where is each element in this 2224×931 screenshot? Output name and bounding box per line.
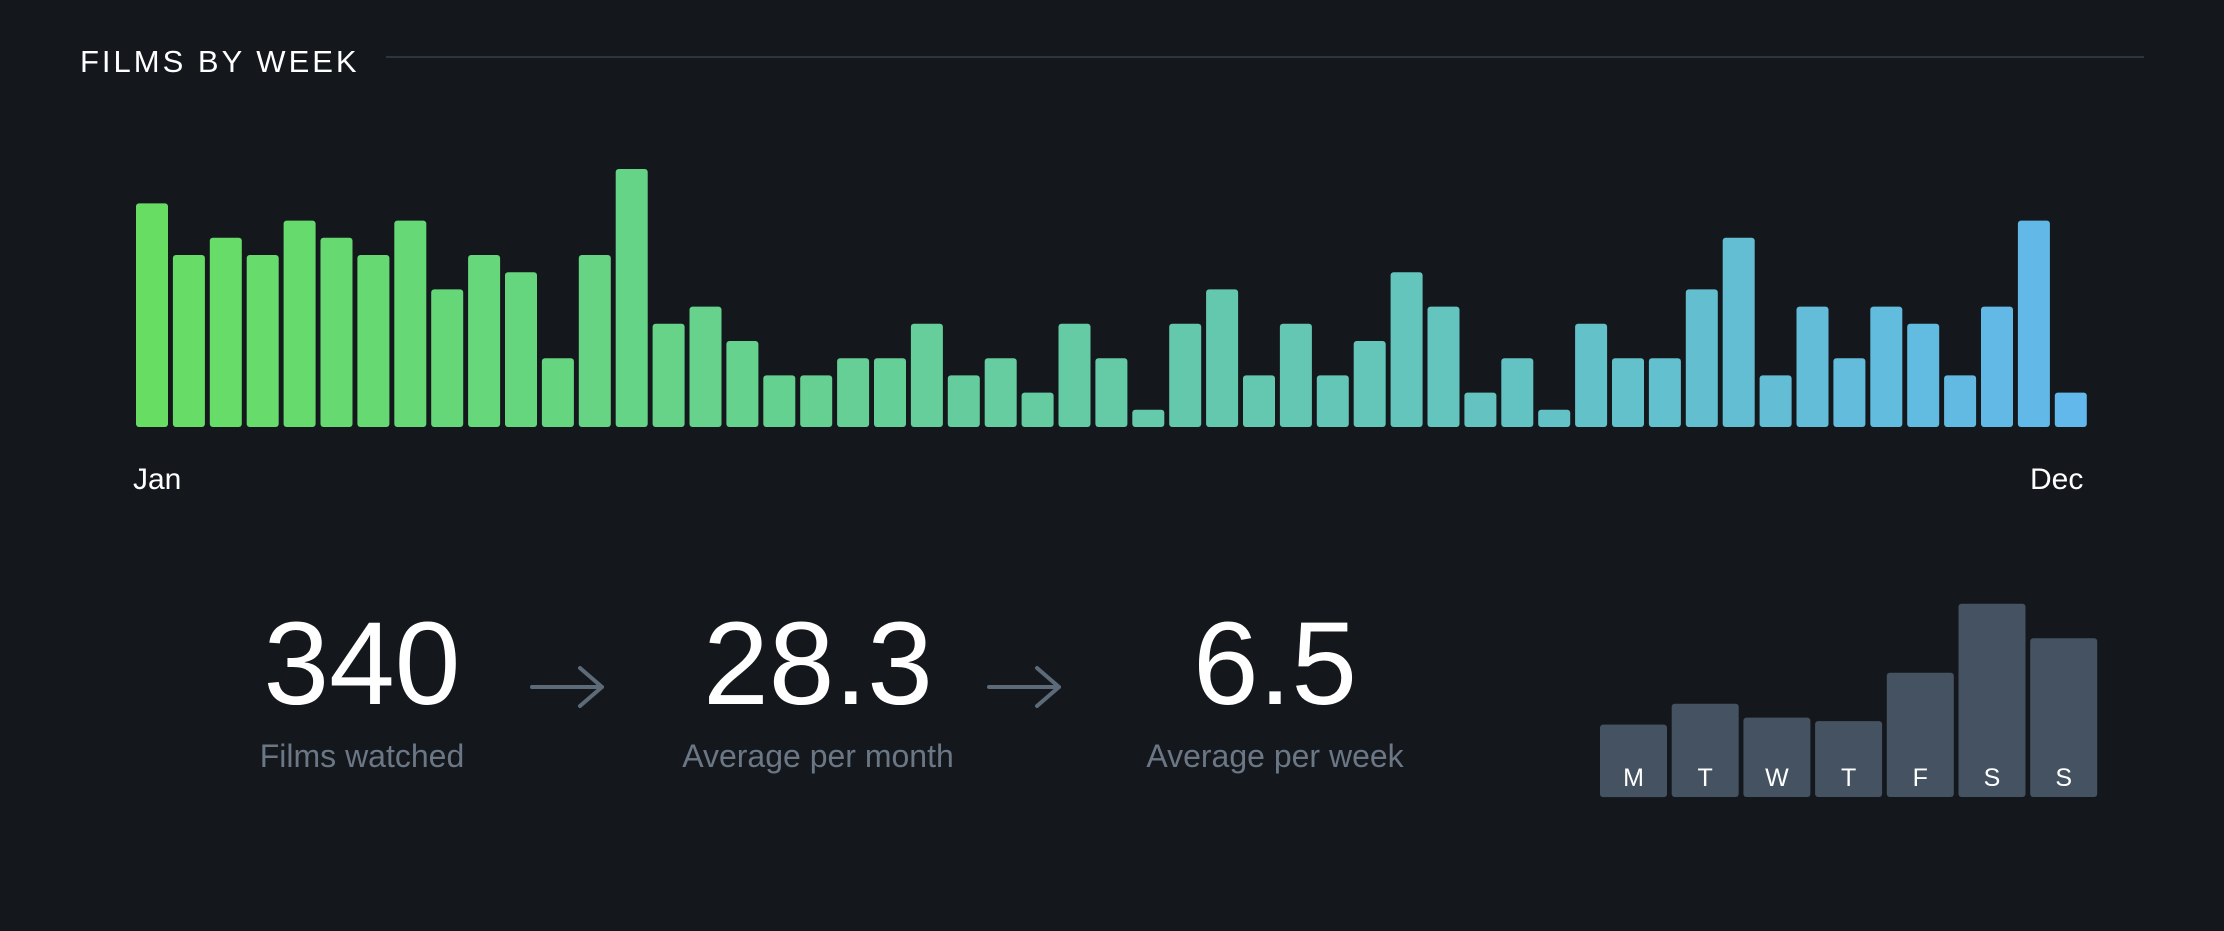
week-bar <box>1243 375 1275 427</box>
week-bar <box>1759 375 1792 427</box>
week-bar <box>910 323 943 427</box>
week-bar <box>726 341 759 427</box>
week-bar <box>1907 323 1940 427</box>
day-label: W <box>1765 764 1789 792</box>
week-bar <box>1464 392 1497 427</box>
stat-label: Films watched <box>259 738 465 774</box>
week-bar <box>172 255 205 427</box>
week-bar <box>505 272 537 427</box>
stat-value: 6.5 <box>1192 598 1358 730</box>
week-bar <box>283 220 316 427</box>
week-bar <box>578 255 611 427</box>
week-bar <box>837 358 870 427</box>
week-bar <box>1575 323 1608 427</box>
arrow-right-icon <box>530 666 604 708</box>
stat-value: 28.3 <box>703 598 933 730</box>
stat-average-per-week: 6.5 Average per week <box>1120 598 1430 778</box>
week-bar <box>1132 409 1165 427</box>
day-label: M <box>1623 764 1644 792</box>
week-bar <box>1722 237 1755 427</box>
week-bar <box>689 306 722 427</box>
week-bar <box>246 255 279 427</box>
week-bar <box>1390 272 1423 427</box>
week-bar <box>763 375 796 427</box>
day-bar <box>2030 638 2098 797</box>
week-bar <box>800 375 833 427</box>
week-bar <box>1021 392 1054 427</box>
week-bar <box>136 203 168 427</box>
day-bar <box>1815 721 1883 797</box>
week-bar <box>394 220 427 427</box>
day-label: S <box>2055 764 2072 792</box>
week-bar <box>2054 392 2087 427</box>
axis-end-label: Dec <box>2030 463 2084 496</box>
day-bar <box>1958 603 2026 797</box>
week-bar <box>320 237 353 427</box>
day-bar <box>1671 703 1739 797</box>
week-bar <box>1169 323 1202 427</box>
week-bar <box>984 358 1017 427</box>
stat-label: Average per month <box>682 738 954 774</box>
axis-start-label: Jan <box>133 463 182 496</box>
week-bar <box>615 169 648 427</box>
day-label: T <box>1841 764 1856 792</box>
section-title: FILMS BY WEEK <box>80 44 360 79</box>
week-bar <box>541 358 574 427</box>
week-bar <box>1353 341 1386 427</box>
week-bar <box>1427 306 1460 427</box>
section-header: FILMS BY WEEK <box>80 40 2144 84</box>
week-bar <box>1612 358 1644 427</box>
week-bar <box>1206 289 1239 427</box>
week-bar <box>1501 358 1534 427</box>
stat-films-watched: 340 Films watched <box>232 598 492 778</box>
day-bar <box>1743 717 1811 797</box>
week-bar <box>431 289 464 427</box>
week-bar <box>652 323 685 427</box>
week-bar <box>1095 358 1128 427</box>
week-bar <box>1648 358 1681 427</box>
week-bar <box>1316 375 1349 427</box>
stat-label: Average per week <box>1146 738 1404 774</box>
week-bar <box>1833 358 1866 427</box>
week-bar <box>1058 323 1091 427</box>
week-bar <box>1685 289 1718 427</box>
week-bar <box>1796 306 1829 427</box>
stat-average-per-month: 28.3 Average per month <box>650 598 986 778</box>
week-bar <box>1870 306 1903 427</box>
week-bar <box>1944 375 1977 427</box>
day-label: S <box>1984 764 2001 792</box>
day-label: F <box>1913 764 1928 792</box>
week-bar <box>1279 323 1312 427</box>
day-label: T <box>1698 764 1713 792</box>
weekly-films-chart <box>136 169 2087 427</box>
week-bar <box>357 255 390 427</box>
week-bar <box>1981 306 2013 427</box>
week-bar <box>1538 409 1571 427</box>
section-divider <box>386 56 2144 58</box>
stat-value: 340 <box>263 598 461 730</box>
week-bar <box>874 358 906 427</box>
week-bar <box>468 255 501 427</box>
day-bar <box>1600 724 1667 798</box>
arrow-right-icon <box>987 666 1061 708</box>
week-bar <box>209 237 242 427</box>
week-bar <box>947 375 980 427</box>
day-bar <box>1886 672 1954 797</box>
week-bar <box>2017 220 2050 427</box>
